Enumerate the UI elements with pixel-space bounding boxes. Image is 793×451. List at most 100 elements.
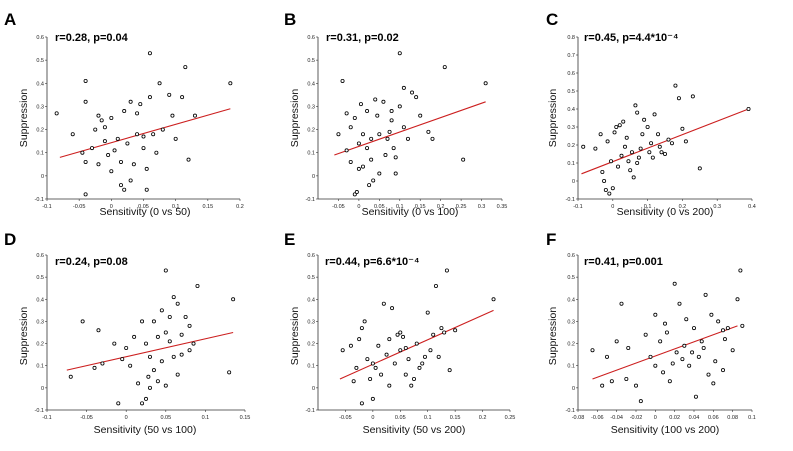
x-tick-label: 0.05 <box>138 204 149 210</box>
data-point <box>414 95 419 100</box>
data-point <box>383 153 388 158</box>
panel-e: E r=0.44, p=6.6*10⁻⁴ Suppression Sensiti… <box>284 230 515 436</box>
data-point <box>687 363 692 368</box>
data-point <box>99 118 104 123</box>
data-point <box>348 159 353 164</box>
y-tick-label: 0.6 <box>36 35 44 41</box>
data-point <box>605 139 610 144</box>
data-point <box>195 283 200 288</box>
data-point <box>183 65 188 70</box>
y-axis-label: Suppression <box>547 307 559 366</box>
data-point <box>422 354 427 359</box>
y-tick-label: 0 <box>572 179 575 185</box>
data-point <box>83 159 88 164</box>
data-point <box>626 159 631 164</box>
data-point <box>706 372 711 377</box>
data-point <box>354 190 359 195</box>
x-tick-label: 0.1 <box>424 415 432 421</box>
data-point <box>619 301 624 306</box>
data-point <box>173 136 178 141</box>
data-point <box>652 112 657 117</box>
x-tick-label: -0.1 <box>573 204 582 210</box>
x-tick-label: 0.2 <box>679 204 687 210</box>
x-tick-label: 0.05 <box>395 415 406 421</box>
data-point <box>368 376 373 381</box>
data-point <box>398 330 403 335</box>
data-point <box>609 159 614 164</box>
y-tick-label: 0.2 <box>307 342 315 348</box>
stat-label: r=0.24, p=0.08 <box>55 256 128 268</box>
data-point <box>640 132 645 137</box>
data-point <box>673 83 678 88</box>
data-point <box>682 343 687 348</box>
x-axis-label: Sensitivity (50 vs 200) <box>363 424 466 436</box>
data-point <box>619 153 624 158</box>
panel-letter: A <box>4 10 16 29</box>
x-tick-label: 0.15 <box>240 415 251 421</box>
y-tick-label: -0.1 <box>566 408 575 414</box>
data-point <box>373 97 378 102</box>
stat-label: r=0.44, p=6.6*10⁻⁴ <box>325 256 419 268</box>
x-tick-label: -0.02 <box>630 415 643 421</box>
x-tick-label: 0 <box>357 204 360 210</box>
y-tick-label: 0.1 <box>567 161 575 167</box>
data-point <box>420 361 425 366</box>
data-point <box>603 187 608 192</box>
data-point <box>746 107 751 112</box>
y-tick-label: 0.6 <box>307 35 315 41</box>
data-point <box>661 370 666 375</box>
x-axis-label: Sensitivity (0 vs 200) <box>617 206 714 218</box>
data-point <box>348 125 353 130</box>
data-point <box>83 99 88 104</box>
data-point <box>721 368 726 373</box>
data-point <box>377 132 382 137</box>
y-tick-label: 0.3 <box>36 104 44 110</box>
data-point <box>598 132 603 137</box>
data-point <box>371 178 376 183</box>
y-tick-label: 0 <box>572 386 575 392</box>
x-tick-label: -0.05 <box>80 415 93 421</box>
data-point <box>721 328 726 333</box>
data-point <box>143 396 148 401</box>
data-point <box>83 78 88 83</box>
data-point <box>83 192 88 197</box>
y-tick-label: 0.4 <box>36 297 44 303</box>
data-point <box>409 383 414 388</box>
data-point <box>344 148 349 153</box>
data-point <box>175 372 180 377</box>
data-point <box>132 334 137 339</box>
data-point <box>664 330 669 335</box>
data-point <box>398 348 403 353</box>
data-point <box>605 354 610 359</box>
data-point <box>147 95 152 100</box>
x-tick-label: -0.1 <box>42 415 51 421</box>
data-point <box>693 394 698 399</box>
data-point <box>634 383 639 388</box>
x-tick-label: 0.3 <box>713 204 721 210</box>
regression-line <box>334 101 486 156</box>
data-point <box>395 332 400 337</box>
data-point <box>658 339 663 344</box>
x-axis-label: Sensitivity (50 vs 100) <box>94 424 197 436</box>
data-point <box>154 150 159 155</box>
stat-label: r=0.41, p=0.001 <box>584 256 663 268</box>
data-point <box>653 363 658 368</box>
y-tick-label: 0.6 <box>307 253 315 259</box>
y-tick-label: 0.4 <box>36 81 44 87</box>
data-point <box>428 348 433 353</box>
y-tick-label: 0.3 <box>567 319 575 325</box>
y-tick-label: 0.6 <box>36 253 44 259</box>
data-point <box>141 146 146 151</box>
y-tick-label: 0.4 <box>567 107 575 113</box>
x-axis-label: Sensitivity (0 vs 100) <box>362 206 459 218</box>
data-point <box>344 111 349 116</box>
data-point <box>406 357 411 362</box>
data-point <box>163 268 168 273</box>
data-point <box>672 281 677 286</box>
data-point <box>711 381 716 386</box>
data-point <box>391 146 396 151</box>
x-axis-label: Sensitivity (0 vs 50) <box>99 206 190 218</box>
regression-line <box>592 325 738 380</box>
y-tick-label: 0.5 <box>36 275 44 281</box>
data-point <box>135 132 140 137</box>
